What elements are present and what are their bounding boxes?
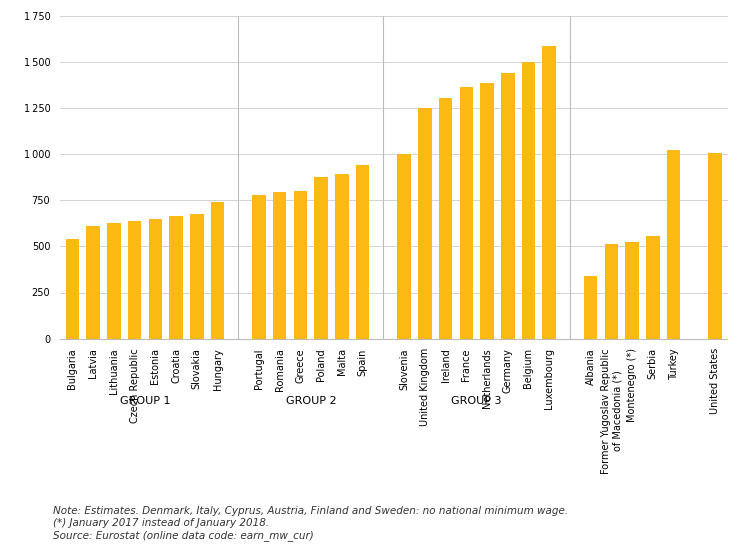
Bar <box>480 82 494 339</box>
Bar <box>439 98 452 339</box>
Bar <box>460 87 473 339</box>
Bar <box>335 174 349 339</box>
Bar <box>584 276 598 339</box>
Bar <box>542 46 556 339</box>
Text: GROUP 3: GROUP 3 <box>452 396 502 406</box>
Bar <box>501 73 515 339</box>
Bar <box>66 239 80 339</box>
Bar <box>190 214 203 339</box>
Bar <box>626 242 639 339</box>
Bar <box>667 150 680 339</box>
Bar <box>273 192 286 339</box>
Bar <box>211 203 224 339</box>
Bar <box>356 165 370 339</box>
Bar <box>604 244 618 339</box>
Bar <box>86 226 100 339</box>
Text: GROUP 1: GROUP 1 <box>120 396 170 406</box>
Bar <box>294 191 307 339</box>
Bar <box>170 216 183 339</box>
Text: GROUP 2: GROUP 2 <box>286 396 336 406</box>
Bar <box>398 153 411 339</box>
Bar <box>314 176 328 339</box>
Bar <box>522 62 536 339</box>
Bar <box>128 221 141 339</box>
Bar <box>708 152 722 339</box>
Bar <box>107 223 121 339</box>
Bar <box>646 236 659 339</box>
Bar <box>418 109 431 339</box>
Bar <box>252 195 266 339</box>
Bar <box>148 219 162 339</box>
Text: Note: Estimates. Denmark, Italy, Cyprus, Austria, Finland and Sweden: no nationa: Note: Estimates. Denmark, Italy, Cyprus,… <box>53 507 568 541</box>
